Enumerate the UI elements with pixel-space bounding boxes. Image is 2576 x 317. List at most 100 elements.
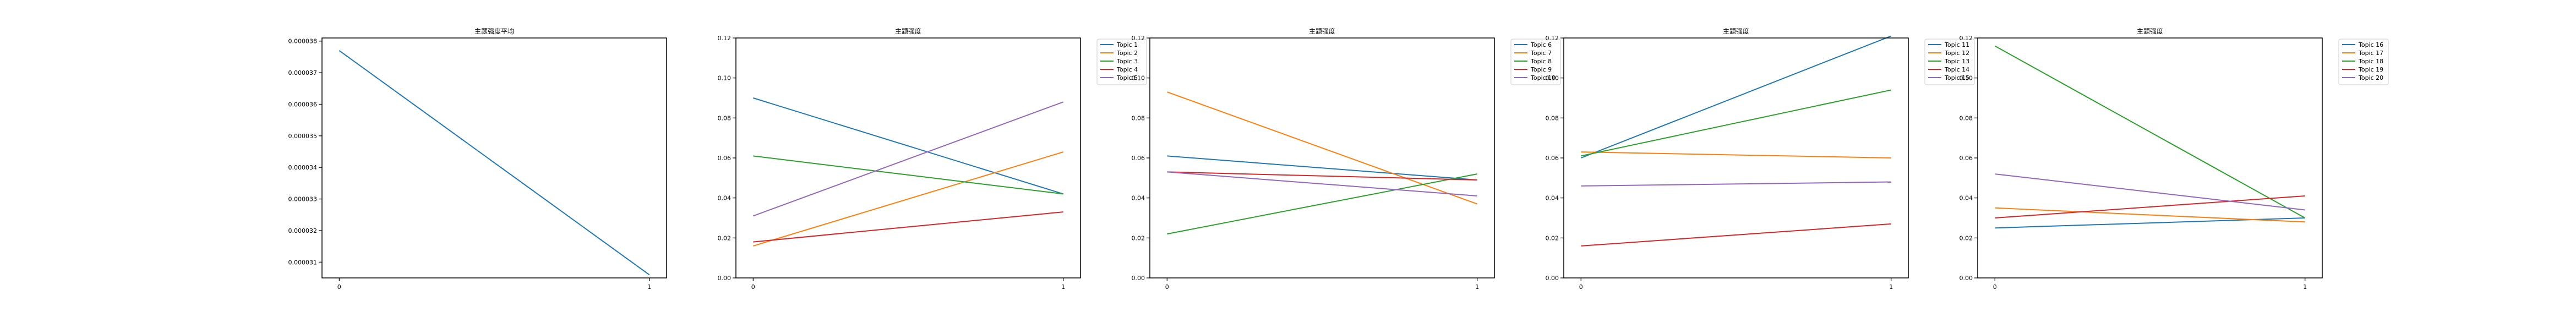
panel-3-x-tick-label-1: 0 <box>1165 283 1169 291</box>
panel-4-legend-box <box>1924 39 1975 85</box>
panel-4-y-tick-label-3: 0.04 <box>1546 195 1559 202</box>
panel-1-y-tick-label-8: 0.000038 <box>288 38 318 45</box>
panel-5-y-tick-label-3: 0.04 <box>1960 195 1973 202</box>
panel-2-legend-label-2: Topic 2 <box>1116 50 1138 57</box>
panel-2-legend-box <box>1096 39 1147 85</box>
panel-3-series-line-1 <box>1167 155 1477 181</box>
panel-4-x-tick-label-2: 1 <box>1889 283 1893 291</box>
panel-2-x-tick-label-2: 1 <box>1061 283 1065 291</box>
panel-3-legend-box <box>1510 39 1561 85</box>
panel-1-y-tick-label-3: 0.000033 <box>288 196 318 203</box>
panel-1-y-tick-label-4: 0.000034 <box>288 164 318 171</box>
panel-3-plot-frame <box>1149 37 1495 278</box>
panel-1-y-tick-label-5: 0.000035 <box>288 133 318 140</box>
panel-1-x-tick-label-2: 1 <box>647 283 651 291</box>
panel-2-legend-label-5: Topic 5 <box>1116 74 1138 81</box>
panel-4-series-line-3 <box>1581 89 1891 157</box>
panel-2-y-tick-label-7: 0.12 <box>718 35 732 42</box>
panel-4-y-tick-label-7: 0.12 <box>1546 35 1559 42</box>
panel-2-y-tick-label-2: 0.02 <box>718 234 732 242</box>
panel-1-title: 主题强度平均 <box>474 27 514 35</box>
panel-5-y-tick-label-4: 0.06 <box>1960 155 1973 162</box>
panel-3-series-line-3 <box>1167 173 1477 235</box>
panel-5-y-tick-label-1: 0.00 <box>1960 275 1973 282</box>
panel-1-y-tick-label-6: 0.000036 <box>288 101 318 108</box>
panel-5-x-tick-label-1: 0 <box>1993 283 1997 291</box>
panel-5-x-tick-label-2: 1 <box>2303 283 2307 291</box>
panel-1-plot-frame <box>321 37 667 278</box>
panel-5-title: 主题强度 <box>2137 27 2163 35</box>
panel-5-legend-label-3: Topic 18 <box>2358 58 2383 65</box>
panel-4-series-line-5 <box>1581 181 1891 187</box>
panel-2-series-line-5 <box>752 101 1064 217</box>
panel-2-y-tick-label-5: 0.08 <box>718 114 732 122</box>
panel-4-series-line-4 <box>1581 223 1891 247</box>
panel-4-legend-label-4: Topic 14 <box>1944 66 1969 73</box>
panel-4-plot-frame <box>1563 37 1909 278</box>
panel-4-y-tick-label-5: 0.08 <box>1546 114 1559 122</box>
panel-5-legend-label-4: Topic 19 <box>2358 66 2383 73</box>
panel-1-y-tick-label-1: 0.000031 <box>288 259 318 266</box>
panel-4-legend-label-2: Topic 12 <box>1944 50 1969 57</box>
panel-1-y-tick-label-7: 0.000037 <box>288 69 318 76</box>
panel-4-y-tick-label-1: 0.00 <box>1546 275 1559 282</box>
panel-3-y-tick-label-7: 0.12 <box>1132 35 1145 42</box>
panel-2-y-tick-label-3: 0.04 <box>718 195 732 202</box>
panel-1-x-tick-label-1: 0 <box>337 283 341 291</box>
panel-5-legend-label-2: Topic 17 <box>2358 50 2383 57</box>
panel-2-legend-label-1: Topic 1 <box>1116 41 1138 48</box>
panel-3-series-line-5 <box>1167 171 1477 196</box>
panel-2-y-tick-label-1: 0.00 <box>718 275 732 282</box>
panel-4-x-tick-label-1: 0 <box>1579 283 1583 291</box>
panel-1-y-tick-label-2: 0.000032 <box>288 227 318 234</box>
panel-3-y-tick-label-2: 0.02 <box>1132 234 1145 242</box>
panel-2-legend-label-3: Topic 3 <box>1116 58 1138 65</box>
panel-2-title: 主题强度 <box>895 27 921 35</box>
panel-5-series-line-3 <box>1994 45 2306 218</box>
panel-4-legend-label-3: Topic 13 <box>1944 58 1969 65</box>
panel-2-series-line-1 <box>753 97 1063 195</box>
panel-2-plot-frame <box>735 37 1081 278</box>
panel-5-plot-frame <box>1977 37 2323 278</box>
panel-3-y-tick-label-4: 0.06 <box>1132 155 1145 162</box>
panel-4-legend-label-1: Topic 11 <box>1944 41 1969 48</box>
panel-5-legend-box <box>2338 39 2389 85</box>
panel-2-series-line-2 <box>753 151 1063 247</box>
panel-4-y-tick-label-2: 0.02 <box>1546 234 1559 242</box>
panel-3-legend-label-5: Topic 10 <box>1530 74 1556 81</box>
panel-3-y-tick-label-3: 0.04 <box>1132 195 1145 202</box>
panel-2-series-line-3 <box>753 155 1063 195</box>
panel-4-y-tick-label-4: 0.06 <box>1546 155 1559 162</box>
panel-4-series-line-1 <box>1580 35 1892 158</box>
panel-3-series-line-4 <box>1167 171 1477 181</box>
panel-5-series-line-2 <box>1995 207 2305 223</box>
panel-1-series-line-1 <box>339 50 650 276</box>
panel-5-series-line-5 <box>1995 173 2305 211</box>
panel-2-series-line-4 <box>753 211 1063 243</box>
panel-3-x-tick-label-2: 1 <box>1475 283 1479 291</box>
panel-3-series-line-2 <box>1166 91 1478 205</box>
panel-3-title: 主题强度 <box>1309 27 1335 35</box>
panel-5-legend-label-5: Topic 20 <box>2358 74 2383 81</box>
panel-4-legend-label-5: Topic 15 <box>1944 74 1969 81</box>
panel-4-series-line-2 <box>1581 151 1891 158</box>
panel-4-title: 主题强度 <box>1723 27 1749 35</box>
panel-3-y-tick-label-5: 0.08 <box>1132 114 1145 122</box>
panel-2-x-tick-label-1: 0 <box>751 283 755 291</box>
panel-3-legend-label-1: Topic 6 <box>1530 41 1552 48</box>
panel-5-y-tick-label-5: 0.08 <box>1960 114 1973 122</box>
panel-2-y-tick-label-6: 0.10 <box>718 75 732 82</box>
panel-3-legend-label-4: Topic 9 <box>1530 66 1552 73</box>
panel-4-y-tick-label-6: 0.10 <box>1546 75 1559 82</box>
panel-3-legend-label-3: Topic 8 <box>1530 58 1552 65</box>
panel-2-legend-label-4: Topic 4 <box>1116 66 1138 73</box>
panel-2-y-tick-label-4: 0.06 <box>718 155 732 162</box>
panel-3-legend-label-2: Topic 7 <box>1530 50 1552 57</box>
panel-3-y-tick-label-1: 0.00 <box>1132 275 1145 282</box>
panel-5-legend-label-1: Topic 16 <box>2358 41 2383 48</box>
panel-5-y-tick-label-7: 0.12 <box>1960 35 1973 42</box>
panel-5-y-tick-label-6: 0.10 <box>1960 75 1973 82</box>
panel-5-y-tick-label-2: 0.02 <box>1960 234 1973 242</box>
panel-3-y-tick-label-6: 0.10 <box>1132 75 1145 82</box>
